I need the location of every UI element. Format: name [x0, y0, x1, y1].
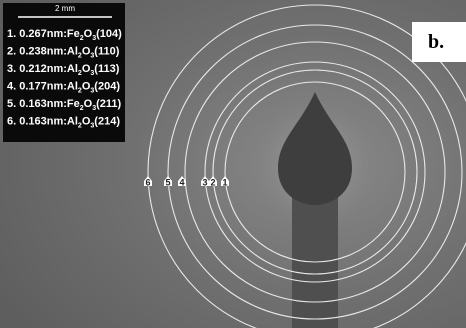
- legend-text: 1. 0.267nm:Fe: [7, 28, 80, 40]
- legend-entry: 2. 0.238nm:Al2O3(110): [7, 46, 120, 60]
- legend-entry: 4. 0.177nm:Al2O3(204): [7, 81, 120, 95]
- legend-entry: 3. 0.212nm:Al2O3(113): [7, 63, 120, 77]
- legend-text: (113): [94, 63, 119, 75]
- scale-label: 2 mm: [55, 4, 75, 13]
- legend-text: (110): [94, 46, 119, 58]
- legend-text: 6. 0.163nm:Al: [7, 116, 78, 128]
- diffraction-image: 2 mm b. 1. 0.267nm:Fe2O3(104) 2. 0.238nm:…: [0, 0, 466, 328]
- legend-text: 2. 0.238nm:Al: [7, 46, 78, 58]
- ring-marker-label: 4: [179, 177, 184, 187]
- legend-text: (104): [96, 28, 122, 40]
- legend-text: (211): [96, 98, 121, 110]
- ring-marker-label: 6: [145, 177, 150, 187]
- ring-marker-label: 5: [165, 177, 170, 187]
- legend-text: 3. 0.212nm:Al: [7, 63, 78, 75]
- legend-text: (214): [94, 116, 120, 128]
- legend-text: 5. 0.163nm:Fe: [7, 98, 80, 110]
- panel-label: b.: [428, 31, 444, 53]
- ring-marker-label: 1: [222, 177, 227, 187]
- legend-text: 4. 0.177nm:Al: [7, 81, 78, 93]
- legend-entry: 5. 0.163nm:Fe2O3(211): [7, 98, 122, 112]
- legend-text: (204): [94, 81, 120, 93]
- page: {"scale_bar":"2 mm","panel_label":"b.", …: [0, 0, 466, 328]
- ring-marker-label: 2: [210, 177, 215, 187]
- legend-entry: 1. 0.267nm:Fe2O3(104): [7, 28, 122, 42]
- ring-marker-label: 3: [202, 177, 207, 187]
- legend-entry: 6. 0.163nm:Al2O3(214): [7, 116, 120, 130]
